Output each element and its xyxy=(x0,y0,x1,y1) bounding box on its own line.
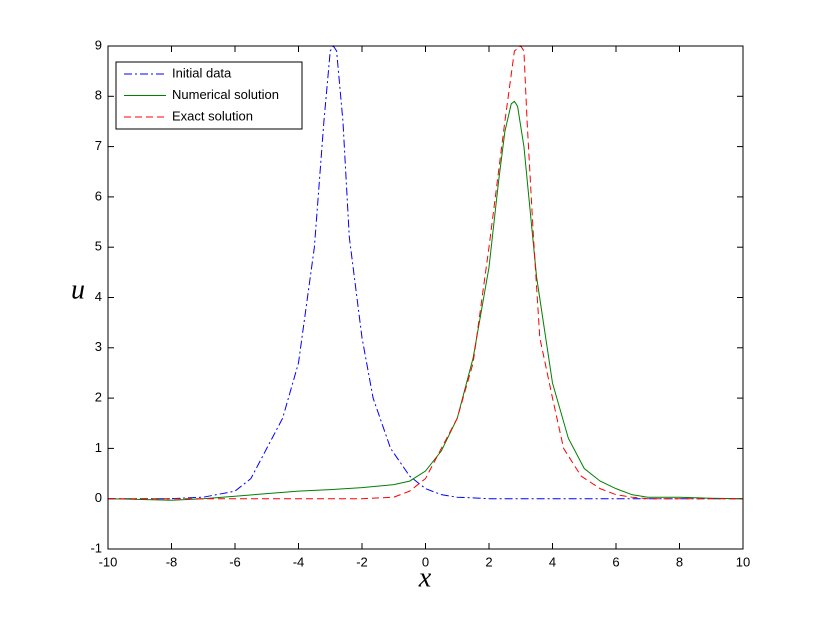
y-axis-label: u xyxy=(71,274,85,305)
plot-frame xyxy=(107,45,744,550)
x-tick-label: -8 xyxy=(166,554,178,569)
y-tick-label: 5 xyxy=(95,239,102,254)
y-tick-label: 2 xyxy=(95,390,102,405)
x-axis-label: x xyxy=(418,562,432,593)
x-tick-label: 2 xyxy=(485,554,492,569)
x-tick-label: 4 xyxy=(549,554,556,569)
x-tick-label: 6 xyxy=(612,554,619,569)
y-tick-label: 6 xyxy=(95,188,102,203)
x-tick-label: 10 xyxy=(736,554,750,569)
y-tick-label: 7 xyxy=(95,138,102,153)
y-tick-label: 1 xyxy=(95,440,102,455)
x-tick-label: 0 xyxy=(422,554,429,569)
x-tick-label: -4 xyxy=(293,554,305,569)
legend-label: Exact solution xyxy=(172,108,253,123)
y-tick-label: 9 xyxy=(95,37,102,52)
series-line xyxy=(107,100,744,501)
y-tick-label: 8 xyxy=(95,88,102,103)
y-tick-label: 0 xyxy=(95,490,102,505)
legend-label: Initial data xyxy=(172,65,232,80)
x-tick-label: 8 xyxy=(676,554,683,569)
legend-label: Numerical solution xyxy=(172,87,279,102)
series-line xyxy=(108,45,743,500)
y-tick-label: 3 xyxy=(95,339,102,354)
x-tick-label: -2 xyxy=(356,554,368,569)
x-tick-label: -10 xyxy=(99,554,118,569)
x-tick-label: -6 xyxy=(229,554,241,569)
series-line xyxy=(108,45,743,500)
y-tick-label: -1 xyxy=(90,540,102,555)
y-tick-label: 4 xyxy=(95,289,102,304)
